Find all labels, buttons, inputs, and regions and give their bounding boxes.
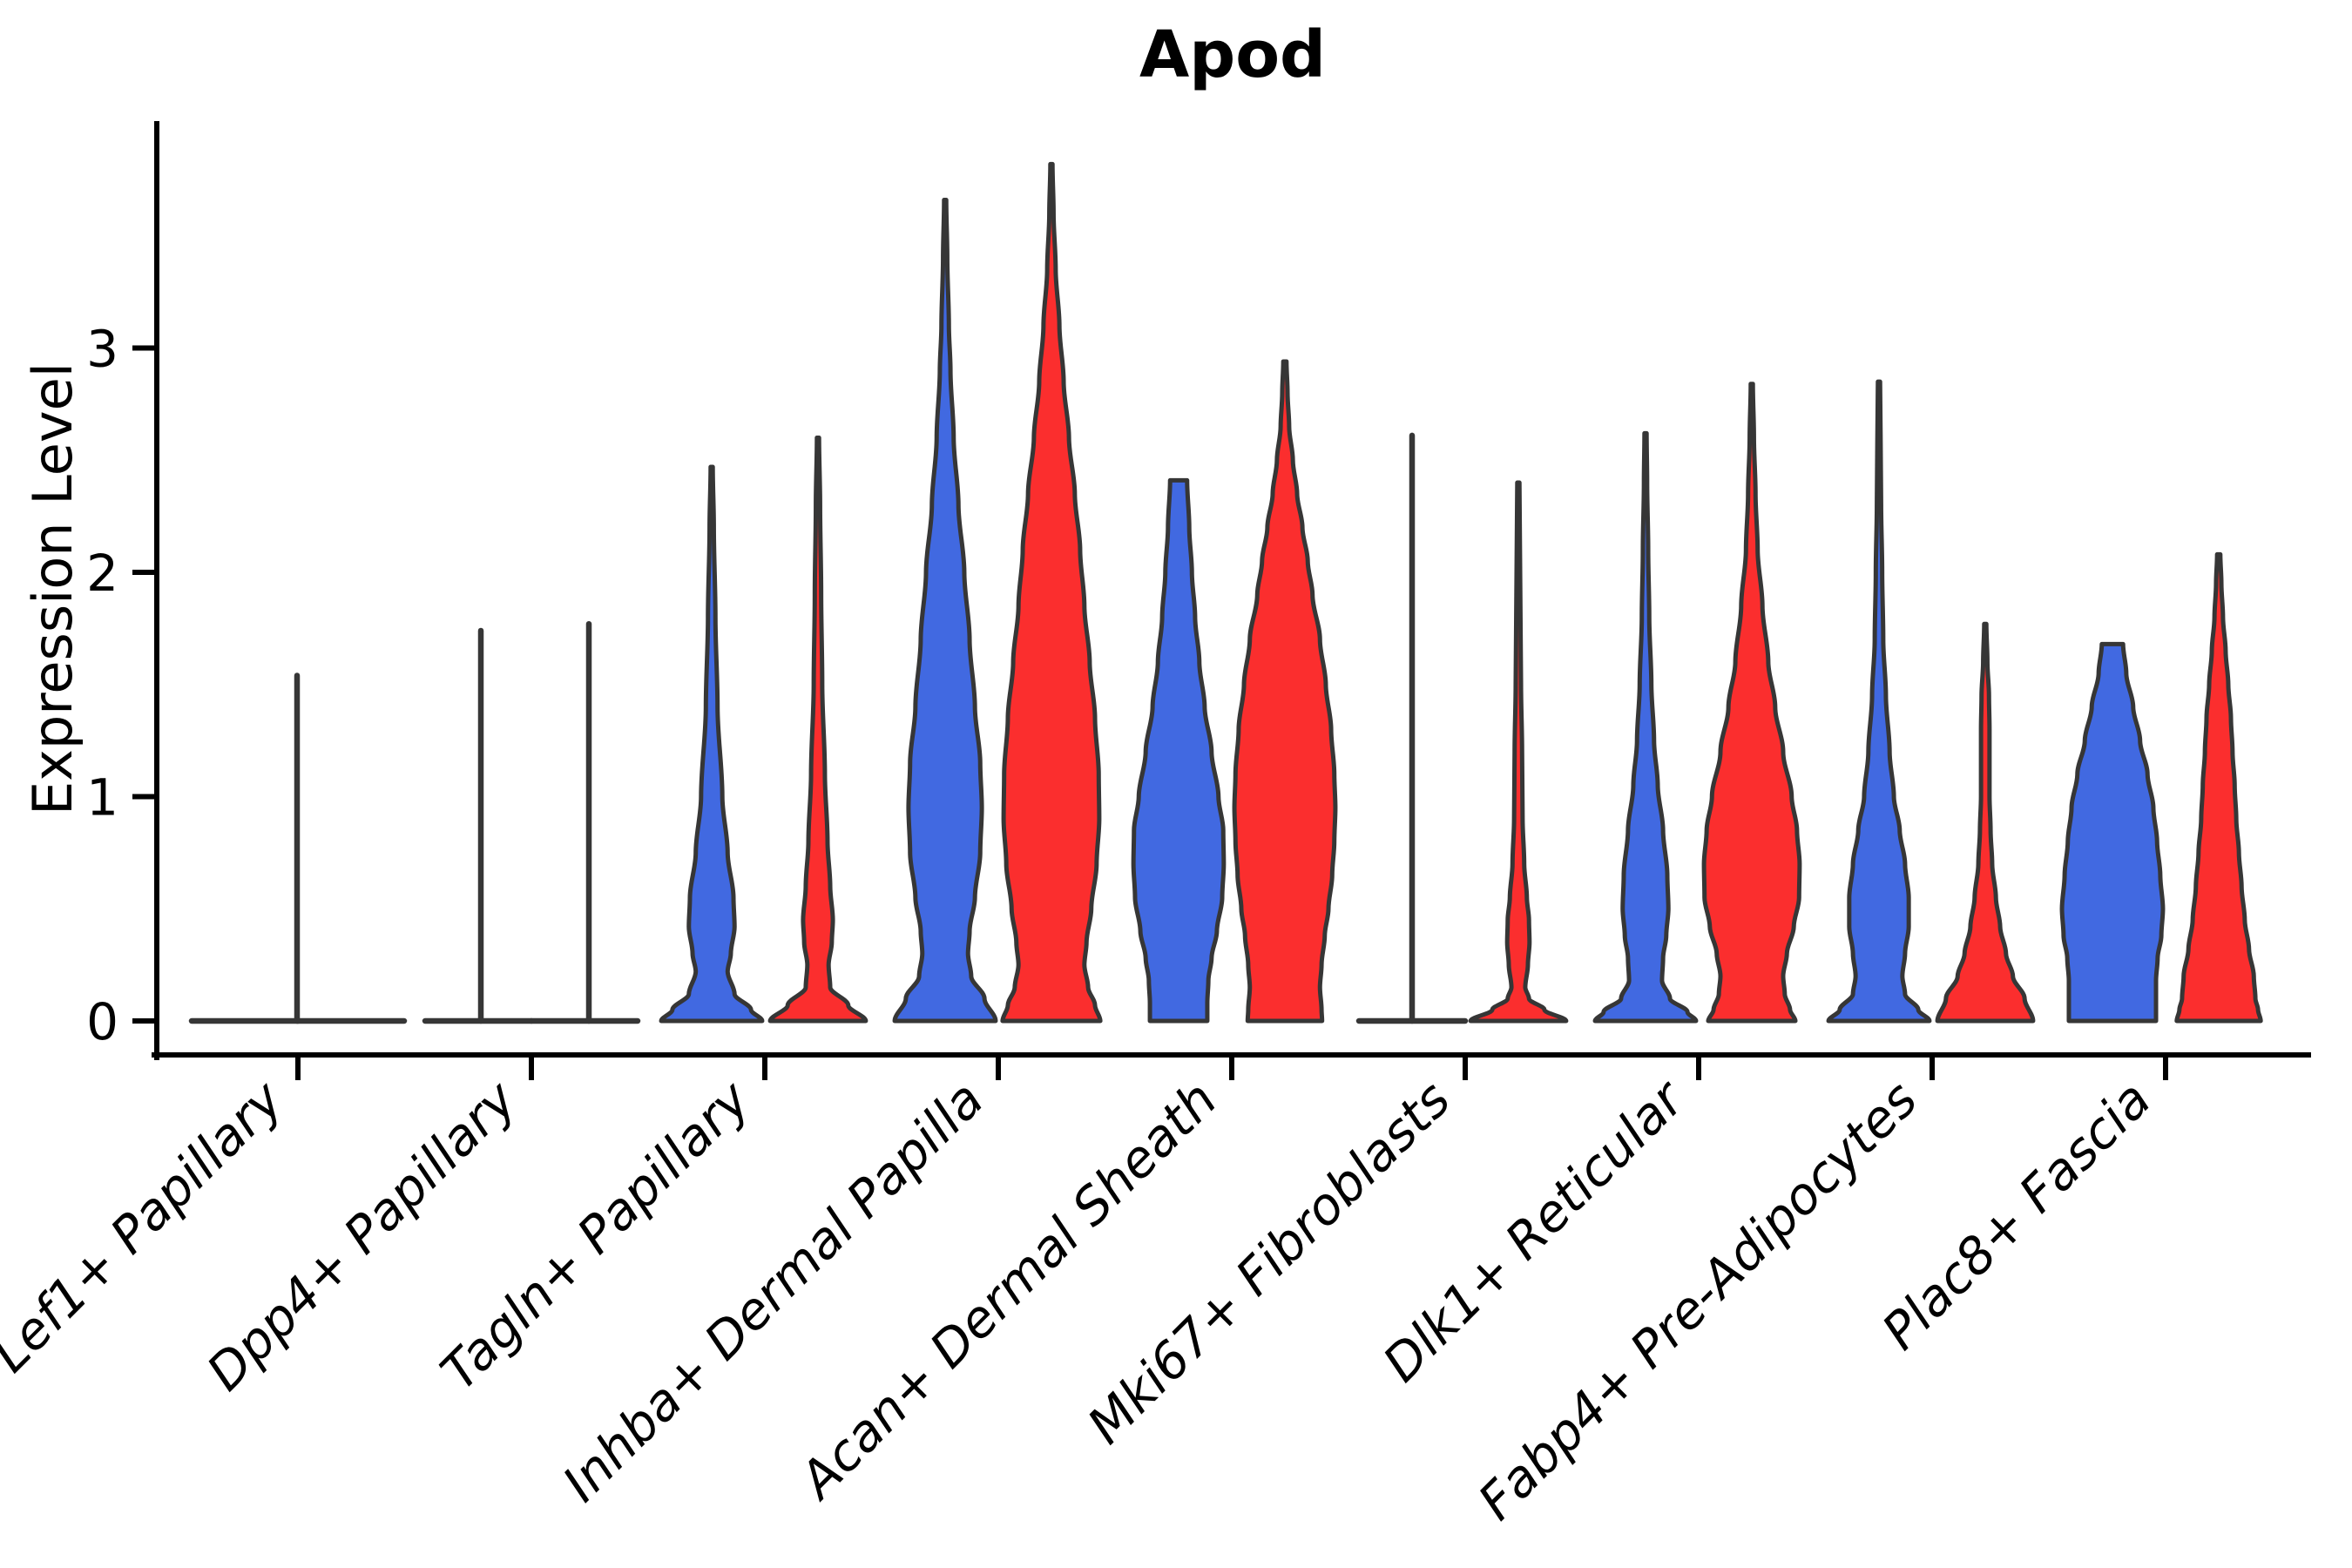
x-tick-label: Fabp4+ Pre-Adipocytes: [1467, 1070, 1929, 1531]
violin-group: [2059, 551, 2263, 1024]
violin-group: [659, 436, 868, 1024]
violin-red: [2174, 551, 2263, 1024]
violin-blue: [1592, 430, 1699, 1024]
violin-group: [1355, 432, 1569, 1024]
violin-red: [1468, 480, 1569, 1024]
y-tick-label: 1: [86, 767, 118, 827]
x-tick-label: Inhba+ Dermal Papilla: [551, 1070, 995, 1513]
y-tick-label: 0: [86, 992, 118, 1051]
violin-blue: [2059, 641, 2166, 1024]
violin-red: [767, 436, 868, 1024]
violins-layer: [188, 161, 2263, 1024]
violin-blue: [1826, 379, 1932, 1024]
violin-group: [1826, 379, 2036, 1024]
violin-red: [1935, 621, 2036, 1024]
x-tick-label: Acan+ Dermal Sheath: [786, 1070, 1228, 1512]
y-tick-label: 2: [86, 544, 118, 603]
violin-group: [188, 672, 408, 1024]
violin-blue: [1131, 477, 1227, 1024]
axes-layer: [132, 121, 2311, 1080]
violin-group: [1592, 382, 1802, 1024]
violin-group: [422, 620, 641, 1024]
y-tick-label: 3: [86, 319, 118, 378]
violin-blue: [892, 198, 998, 1024]
violin-red: [1000, 161, 1103, 1024]
violin-group: [1131, 359, 1338, 1024]
violin-blue: [659, 464, 765, 1024]
y-axis-label: Expression Level: [21, 362, 84, 815]
violin-red: [1701, 382, 1802, 1024]
violin-red: [1232, 359, 1338, 1024]
chart-title: Apod: [1139, 17, 1326, 92]
violin-group: [892, 161, 1103, 1024]
